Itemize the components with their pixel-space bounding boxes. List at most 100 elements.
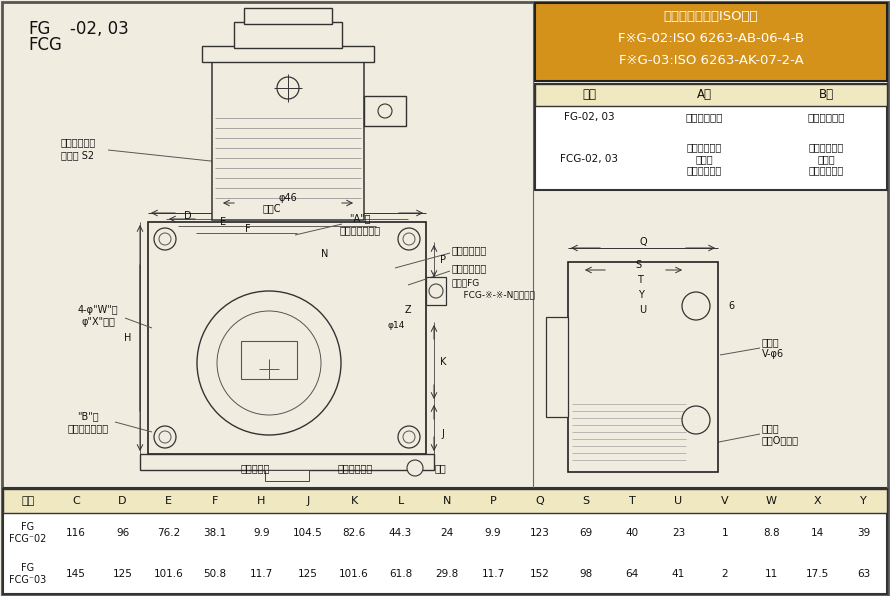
Text: 压力补偿活塞: 压力补偿活塞 (452, 245, 487, 255)
Text: φ"X"沉孔: φ"X"沉孔 (81, 317, 115, 327)
Text: V: V (721, 496, 729, 506)
Text: -02, 03: -02, 03 (70, 20, 129, 38)
Text: 4-φ"W"孔: 4-φ"W"孔 (77, 305, 118, 315)
Bar (265, 470, 309, 481)
Circle shape (154, 228, 176, 250)
Text: （带O形圈）: （带O形圈） (762, 435, 799, 445)
Circle shape (159, 233, 171, 245)
Text: T: T (629, 496, 635, 506)
Text: 受控液流入口: 受控液流入口 (685, 112, 723, 122)
Text: P: P (490, 496, 497, 506)
Bar (3, 489, 887, 594)
Text: 受控液流入口
或反向
自由液流出口: 受控液流入口 或反向 自由液流出口 (686, 142, 722, 176)
Text: X: X (813, 496, 821, 506)
Text: 受控液流出口: 受控液流出口 (807, 112, 845, 122)
Text: 82.6: 82.6 (343, 528, 366, 538)
Text: 17.5: 17.5 (805, 569, 829, 579)
Text: 6: 6 (728, 301, 734, 311)
Circle shape (403, 431, 415, 443)
Text: 最大C: 最大C (263, 203, 281, 213)
Text: 受控液流入口
或反向
自由液流入口: 受控液流入口 或反向 自由液流入口 (808, 142, 844, 176)
Circle shape (277, 77, 299, 99)
Text: 安装面: 安装面 (762, 423, 780, 433)
Text: 定位销: 定位销 (762, 337, 780, 347)
Text: H: H (125, 333, 132, 343)
Text: 内六角 S2: 内六角 S2 (61, 150, 94, 160)
Text: 63: 63 (857, 569, 870, 579)
Text: D: D (184, 211, 192, 221)
Text: 50.8: 50.8 (204, 569, 227, 579)
Text: Q: Q (535, 496, 544, 506)
Text: Y: Y (638, 290, 644, 300)
Text: （参见右上表）: （参见右上表） (339, 225, 381, 235)
Text: 152: 152 (530, 569, 549, 579)
Circle shape (197, 291, 341, 435)
Text: 125: 125 (112, 569, 133, 579)
Bar (426, 277, 446, 305)
Circle shape (398, 426, 420, 448)
Text: U: U (639, 305, 646, 315)
Circle shape (217, 311, 321, 415)
Text: FG-02, 03: FG-02, 03 (563, 112, 614, 122)
Text: A口: A口 (697, 88, 711, 101)
Text: Q: Q (639, 237, 647, 247)
Text: 流量调节旋钮: 流量调节旋钮 (337, 463, 373, 473)
Text: E: E (220, 217, 226, 227)
Text: FCG⁻02: FCG⁻02 (9, 534, 46, 544)
Text: 125: 125 (298, 569, 318, 579)
Text: 8.8: 8.8 (763, 528, 780, 538)
Text: 44.3: 44.3 (389, 528, 412, 538)
Text: F: F (212, 496, 218, 506)
Text: E: E (166, 496, 173, 506)
Text: 39: 39 (857, 528, 870, 538)
Text: F: F (245, 224, 251, 234)
Circle shape (403, 233, 415, 245)
Text: W: W (765, 496, 777, 506)
Text: 23: 23 (672, 528, 685, 538)
Text: 11.7: 11.7 (481, 569, 505, 579)
Bar (546, 317, 568, 417)
Text: F※G-02:ISO 6263-AB-06-4-B: F※G-02:ISO 6263-AB-06-4-B (618, 32, 804, 45)
Text: L: L (397, 496, 404, 506)
Text: 104.5: 104.5 (293, 528, 323, 538)
Text: 旋钮锁紧螺钉: 旋钮锁紧螺钉 (61, 137, 95, 147)
Text: J: J (306, 496, 310, 506)
Text: 101.6: 101.6 (154, 569, 183, 579)
Circle shape (398, 228, 420, 250)
Text: P: P (440, 255, 446, 265)
Text: B口: B口 (819, 88, 834, 101)
Text: FCG-※-※-N型附加）: FCG-※-※-N型附加） (452, 290, 535, 300)
Bar (364, 96, 406, 126)
Text: H: H (257, 496, 266, 506)
Text: 41: 41 (672, 569, 685, 579)
Text: 型号: 型号 (21, 496, 35, 506)
Text: FG: FG (28, 20, 51, 38)
Text: FG: FG (21, 563, 35, 573)
Text: 98: 98 (579, 569, 593, 579)
Text: 145: 145 (66, 569, 86, 579)
Text: 1: 1 (722, 528, 728, 538)
Text: 116: 116 (66, 528, 86, 538)
Text: FCG: FCG (28, 36, 62, 54)
Text: N: N (442, 496, 451, 506)
Circle shape (159, 431, 171, 443)
Text: FCG⁻03: FCG⁻03 (10, 575, 46, 585)
Text: K: K (351, 496, 358, 506)
Text: 101.6: 101.6 (339, 569, 369, 579)
Text: V-φ6: V-φ6 (762, 349, 784, 359)
Text: FCG-02, 03: FCG-02, 03 (560, 154, 618, 164)
Bar (535, 84, 887, 106)
Text: 增加: 增加 (435, 463, 447, 473)
Text: F※G-03:ISO 6263-AK-07-2-A: F※G-03:ISO 6263-AK-07-2-A (619, 54, 804, 67)
Text: 64: 64 (626, 569, 639, 579)
Bar (535, 84, 887, 190)
Text: 14: 14 (811, 528, 824, 538)
Text: C: C (72, 496, 80, 506)
Circle shape (429, 284, 443, 298)
Text: 11.7: 11.7 (250, 569, 273, 579)
Text: D: D (118, 496, 126, 506)
Text: （仅对FG: （仅对FG (452, 278, 481, 287)
Text: Y: Y (861, 496, 867, 506)
Text: 69: 69 (579, 528, 593, 538)
Text: S: S (582, 496, 589, 506)
